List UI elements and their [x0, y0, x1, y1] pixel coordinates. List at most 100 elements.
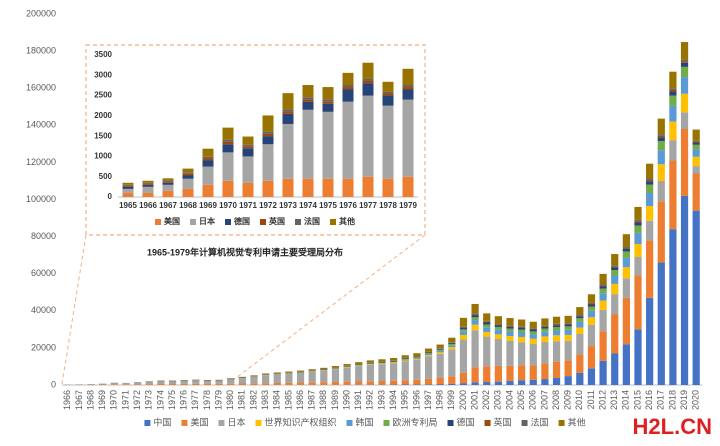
legend-swatch: [255, 420, 262, 426]
bar-segment: [459, 334, 468, 340]
bar-segment: [552, 323, 561, 325]
bar-segment: [680, 61, 689, 63]
bar-segment: [646, 297, 654, 385]
bar-segment: [355, 364, 363, 365]
bar-segment: [424, 355, 433, 357]
bar-segment: [634, 275, 642, 330]
bar-segment: [182, 175, 194, 179]
bar-segment: [366, 364, 374, 365]
x-tick-label: 2007: [539, 390, 549, 410]
bar-segment: [599, 300, 607, 310]
x-tick-label: 1984: [272, 390, 282, 410]
y-tick-label: 500: [99, 172, 113, 181]
bar-segment: [564, 323, 572, 324]
bar-segment: [564, 323, 572, 325]
bar-segment: [134, 384, 142, 385]
bar-segment: [471, 367, 479, 383]
bar-segment: [242, 136, 254, 145]
bar-segment: [366, 364, 374, 382]
bar-segment: [576, 318, 584, 322]
bar-segment: [142, 186, 154, 193]
bar-segment: [308, 369, 316, 371]
x-tick-label: 1970: [109, 390, 119, 410]
bar-segment: [273, 372, 281, 374]
bar-segment: [142, 192, 154, 197]
bar-segment: [285, 371, 293, 373]
bar-segment: [192, 379, 200, 381]
x-tick-label: 1999: [446, 390, 456, 410]
legend-swatch: [383, 420, 390, 426]
bar-segment: [646, 205, 654, 221]
bar-segment: [634, 219, 642, 222]
bar-segment: [262, 144, 274, 181]
x-tick-label: 1997: [423, 390, 433, 410]
bar-segment: [634, 221, 642, 223]
bar-segment: [483, 382, 491, 385]
legend-label: 世界知识产权组织: [264, 416, 336, 427]
bar-segment: [424, 384, 433, 385]
bar-segment: [378, 363, 386, 365]
legend-label: 法国: [304, 216, 320, 226]
bar-segment: [142, 183, 154, 185]
bar-segment: [134, 382, 142, 385]
x-tick-label: 1969: [97, 390, 107, 410]
x-tick-label: 1973: [144, 390, 154, 410]
bar-segment: [162, 178, 174, 181]
x-tick-label: 1968: [85, 390, 95, 410]
bar-segment: [680, 59, 689, 62]
x-tick-label: 1972: [259, 201, 277, 210]
bar-segment: [182, 173, 194, 176]
bar-segment: [576, 327, 584, 334]
bar-segment: [157, 383, 165, 385]
x-tick-label: 1983: [260, 390, 270, 410]
x-tick-label: 1998: [435, 390, 445, 410]
bar-segment: [242, 146, 254, 149]
bar-segment: [355, 362, 363, 364]
bar-segment: [122, 186, 134, 189]
bar-segment: [282, 123, 294, 179]
bar-segment: [302, 101, 314, 110]
bar-segment: [471, 317, 479, 321]
bar-segment: [402, 68, 414, 86]
bar-segment: [669, 88, 677, 90]
bar-segment: [541, 318, 549, 326]
x-tick-label: 2014: [621, 390, 631, 410]
x-tick-label: 1973: [279, 201, 297, 210]
bar-segment: [506, 340, 514, 366]
y-tick-label: 160000: [26, 83, 56, 93]
y-tick-label: 0: [108, 192, 113, 201]
bar-segment: [222, 152, 234, 181]
bar-segment: [424, 348, 433, 352]
bar-segment: [448, 349, 456, 377]
bar-segment: [622, 234, 630, 247]
bar-segment: [320, 367, 328, 370]
y-tick-label: 80000: [31, 231, 56, 241]
bar-segment: [576, 314, 584, 316]
bar-segment: [529, 329, 537, 332]
x-tick-label: 1990: [341, 390, 351, 410]
bar-segment: [390, 360, 398, 362]
bar-segment: [162, 181, 174, 183]
y-tick-label: 0: [51, 379, 56, 389]
bar-segment: [680, 195, 689, 385]
bar-segment: [692, 142, 700, 145]
x-tick-label: 1974: [299, 201, 317, 210]
bar-segment: [99, 383, 107, 385]
x-tick-label: 1966: [62, 390, 72, 410]
bar-segment: [413, 356, 421, 358]
legend-label: 中国: [153, 416, 171, 427]
legend-swatch: [190, 219, 196, 225]
bar-segment: [692, 173, 700, 211]
bar-segment: [541, 326, 549, 329]
bar-segment: [448, 376, 456, 384]
y-tick-label: 3500: [94, 50, 112, 59]
bar-segment: [202, 160, 214, 167]
x-tick-label: 1982: [248, 390, 258, 410]
bar-segment: [362, 78, 374, 81]
bar-segment: [242, 156, 254, 183]
bar-segment: [282, 109, 294, 112]
bar-segment: [413, 359, 421, 360]
bar-segment: [424, 352, 433, 354]
bar-segment: [518, 342, 526, 366]
y-tick-label: 180000: [26, 45, 56, 55]
